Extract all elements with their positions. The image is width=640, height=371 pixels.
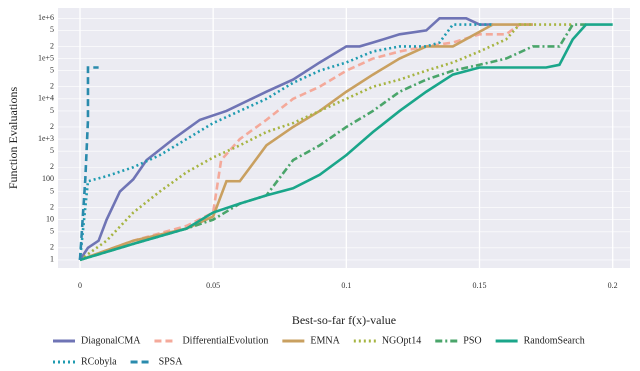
y-tick-label: 2	[50, 243, 54, 252]
y-tick-label: 5	[50, 146, 54, 155]
y-tick-label: 2	[50, 82, 54, 91]
legend-label: DiagonalCMA	[81, 335, 141, 346]
legend-label: PSO	[463, 335, 481, 346]
series-line	[79, 23, 587, 262]
y-tick-label: 2	[50, 122, 54, 131]
y-tick-label: 1e+6	[38, 13, 54, 22]
y-tick-label: 5	[50, 106, 54, 115]
legend-label: EMNA	[310, 335, 340, 346]
y-tick-label: 5	[50, 186, 54, 195]
x-tick-label: 0.2	[608, 281, 618, 290]
y-tick-label: 2	[50, 162, 54, 171]
x-tick-label: 0.1	[341, 281, 351, 290]
legend-label: NGOpt14	[382, 335, 421, 346]
legend-label: SPSA	[159, 356, 184, 367]
series-line	[79, 23, 573, 261]
series-line	[78, 23, 493, 261]
series-line	[79, 23, 533, 262]
y-tick-label: 2	[50, 41, 54, 50]
y-tick-label: 2	[50, 202, 54, 211]
x-tick-label: 0.05	[206, 281, 220, 290]
legend-label: RandomSearch	[524, 335, 585, 346]
x-tick-label: 0.15	[473, 281, 487, 290]
plot-background	[58, 8, 630, 268]
series-line	[78, 66, 99, 261]
y-tick-label: 5	[50, 227, 54, 236]
y-axis-title: Function Evaluations	[6, 87, 20, 190]
lines	[78, 16, 613, 262]
y-tick-label: 5	[50, 25, 54, 34]
series-line	[79, 23, 613, 262]
y-tick-label: 1	[50, 255, 54, 264]
legend-label: RCobyla	[81, 356, 117, 367]
legend: DiagonalCMA DifferentialEvolution EMNA NGOp…	[53, 335, 585, 367]
y-tick-label: 10	[46, 214, 54, 223]
y-tick-label: 1e+5	[38, 53, 54, 62]
y-tick-label: 100	[42, 174, 54, 183]
x-axis-title: Best-so-far f(x)-value	[292, 313, 396, 327]
legend-label: DifferentialEvolution	[182, 335, 268, 346]
y-tick-label: 5	[50, 66, 54, 75]
y-tick-label: 1e+4	[38, 94, 54, 103]
labels: 1 2 5 10 2 5 100 2 5 1e+3 2 5 1e+4 2 5 1e+5 2 5 1e+6 0 0.05 0…	[38, 13, 618, 290]
x-tick-label: 0	[78, 281, 82, 290]
y-tick-label: 1e+3	[38, 134, 54, 143]
series-line	[78, 16, 493, 261]
